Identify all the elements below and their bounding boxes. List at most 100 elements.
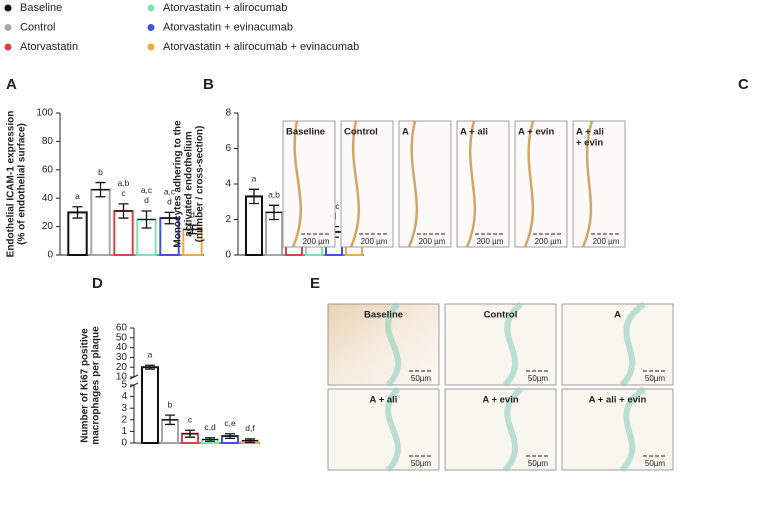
- error-bar: [91, 181, 110, 198]
- y-tick-label: 10: [116, 372, 128, 383]
- scale-label: 50µm: [645, 459, 666, 468]
- y-axis-label: Endothelial ICAM-1 expression: [6, 111, 17, 258]
- panel-letter: B: [203, 76, 214, 93]
- y-tick-label: 60: [42, 164, 54, 175]
- micrograph: [327, 388, 440, 471]
- vessel-wall: [523, 120, 535, 248]
- vessel-wall: [465, 120, 477, 248]
- error-bar: [114, 203, 133, 219]
- y-tick-label: 100: [36, 108, 53, 119]
- error-bar: [202, 437, 218, 442]
- significance-label: d: [167, 197, 172, 207]
- error-bar: [182, 429, 198, 438]
- legend-label: Atorvastatin: [20, 41, 78, 53]
- image-label: A + evin: [482, 395, 519, 406]
- scale-label: 200 µm: [593, 237, 620, 246]
- significance-label: a: [252, 174, 257, 184]
- micrograph: [514, 120, 568, 248]
- y-tick-label: 2: [121, 414, 127, 425]
- micrograph: [282, 120, 336, 248]
- y-tick-label: 4: [225, 179, 231, 190]
- bar: [90, 188, 111, 256]
- tissue-layer: [502, 386, 524, 473]
- significance-label: a,b: [268, 190, 280, 200]
- significance-label: d: [190, 209, 195, 219]
- error-bar: [246, 188, 262, 205]
- y-tick-label: 4: [121, 391, 127, 402]
- image-label: A + ali: [460, 127, 488, 138]
- scale-label: 200 µm: [535, 237, 562, 246]
- significance-label: a: [75, 191, 80, 201]
- bar: [67, 211, 88, 256]
- panel-letter: D: [92, 275, 103, 292]
- micrograph: [561, 388, 674, 471]
- y-tick-label: 20: [42, 221, 54, 232]
- image-label: A + evin: [518, 127, 555, 138]
- significance-label: a,b: [118, 178, 130, 188]
- micrograph: [561, 303, 674, 386]
- image-label: Control: [484, 310, 518, 321]
- legend-dot: [147, 43, 155, 51]
- tissue-layer: [502, 301, 524, 388]
- y-axis-label: (number / cross-section): [195, 126, 206, 243]
- y-tick-label: 5: [121, 380, 127, 391]
- significance-label: a,c: [164, 187, 176, 197]
- micrograph: [456, 120, 510, 248]
- significance-label: c: [121, 188, 126, 198]
- legend-dot: [4, 43, 12, 51]
- y-tick-label: 30: [116, 352, 128, 363]
- error-bar: [162, 414, 178, 426]
- error-bar: [183, 224, 202, 235]
- scale-label: 50µm: [528, 459, 549, 468]
- y-tick-label: 40: [42, 193, 54, 204]
- bar: [141, 366, 159, 445]
- y-axis-label: activated endothelium: [184, 131, 195, 237]
- tissue-layer: [385, 301, 401, 388]
- significance-label: b: [168, 399, 173, 409]
- axis-break: [129, 374, 139, 380]
- error-bar: [242, 438, 258, 444]
- image-label: A + ali + evin: [589, 395, 647, 406]
- scale-label: 50µm: [411, 374, 432, 383]
- micrograph: [444, 388, 557, 471]
- significance-label: b: [98, 167, 103, 177]
- image-label: Control: [344, 127, 378, 138]
- vessel-wall: [349, 120, 360, 248]
- legend-dot: [147, 24, 155, 31]
- scale-label: 200 µm: [361, 237, 388, 246]
- vessel-wall: [407, 120, 419, 248]
- micrograph: [572, 120, 626, 248]
- bar: [245, 195, 263, 257]
- significance-label: a,c: [141, 185, 153, 195]
- legend-label: Control: [20, 21, 55, 33]
- y-tick-label: 2: [225, 214, 231, 225]
- image-label: Baseline: [286, 127, 325, 138]
- significance-label: c,d: [204, 422, 216, 432]
- y-axis-label: Number of Ki67 positive: [80, 328, 91, 443]
- y-tick-label: 8: [225, 108, 231, 119]
- vessel-wall: [291, 120, 302, 248]
- scale-label: 200 µm: [303, 237, 330, 246]
- error-bar: [142, 364, 158, 370]
- legend-label: Baseline: [20, 2, 62, 14]
- error-bar: [222, 433, 238, 440]
- significance-label: d,f: [245, 423, 255, 433]
- micrograph: [327, 303, 440, 386]
- y-tick-label: 0: [47, 250, 53, 261]
- y-axis-label: (% of endothelial surface): [17, 123, 28, 245]
- panel-letter: E: [310, 275, 320, 292]
- y-tick-label: 50: [116, 332, 128, 343]
- significance-label: a: [148, 349, 153, 359]
- legend-dot: [4, 4, 12, 12]
- tissue-layer: [385, 386, 401, 473]
- legend-dot: [4, 24, 12, 31]
- tissue-layer: [619, 386, 646, 473]
- y-tick-label: 3: [121, 403, 127, 414]
- scale-label: 200 µm: [477, 237, 504, 246]
- image-label: A: [614, 310, 621, 321]
- image-label: A: [402, 127, 409, 138]
- error-bar: [266, 204, 282, 221]
- y-tick-label: 80: [42, 136, 54, 147]
- y-tick-label: 20: [116, 362, 128, 373]
